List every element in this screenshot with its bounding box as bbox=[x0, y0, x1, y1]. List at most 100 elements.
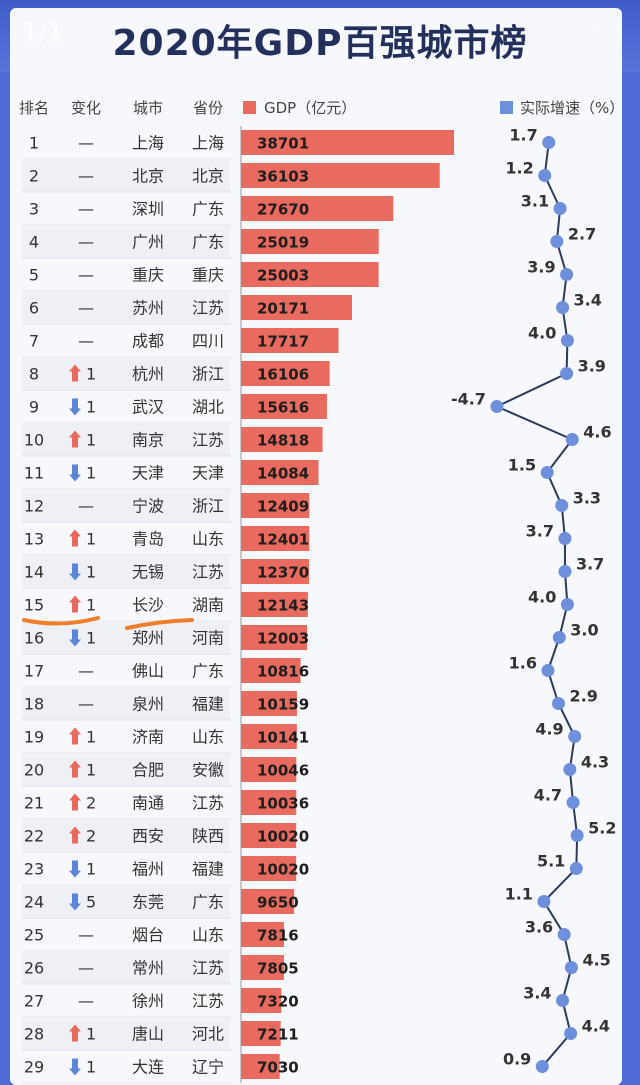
province-cell: 天津 bbox=[192, 464, 224, 483]
province-cell: 福建 bbox=[192, 860, 224, 879]
change-cell: 1 bbox=[86, 1058, 96, 1077]
gdp-bar bbox=[241, 196, 394, 221]
column-header-2: 城市 bbox=[133, 99, 163, 117]
rank-cell: 13 bbox=[24, 530, 44, 549]
city-cell: 上海 bbox=[132, 134, 164, 153]
row-stripe bbox=[22, 225, 230, 258]
gdp-value-label: 16106 bbox=[257, 366, 309, 384]
gdp-bar bbox=[241, 1021, 281, 1046]
gdp-bar bbox=[241, 460, 319, 485]
gdp-bar bbox=[241, 889, 295, 914]
gdp-bar bbox=[241, 163, 440, 188]
gdp-bar bbox=[241, 229, 379, 254]
rank-cell: 20 bbox=[24, 761, 44, 780]
row-stripe bbox=[22, 423, 230, 456]
gdp-value-label: 7816 bbox=[257, 927, 299, 945]
change-cell: 1 bbox=[86, 563, 96, 582]
gdp-value-label: 12370 bbox=[257, 564, 309, 582]
province-cell: 河南 bbox=[192, 629, 224, 648]
chart-title: 2020年GDP百强城市榜 bbox=[112, 23, 528, 64]
rank-cell: 18 bbox=[24, 695, 44, 714]
rank-cell: 24 bbox=[24, 893, 44, 912]
city-cell: 天津 bbox=[132, 464, 164, 483]
row-stripe bbox=[22, 885, 230, 918]
rank-cell: 9 bbox=[29, 398, 39, 417]
province-cell: 广东 bbox=[192, 200, 224, 219]
growth-rate-label: 3.7 bbox=[576, 555, 604, 574]
gdp-bar bbox=[241, 559, 310, 584]
growth-rate-point bbox=[535, 1060, 549, 1073]
gdp-value-label: 20171 bbox=[257, 300, 309, 318]
growth-rate-point bbox=[569, 862, 583, 875]
growth-rate-label: 1.6 bbox=[509, 654, 537, 673]
change-cell: 2 bbox=[86, 827, 96, 846]
row-stripe bbox=[22, 819, 230, 852]
city-cell: 成都 bbox=[132, 332, 164, 351]
gdp-value-label: 25003 bbox=[257, 267, 309, 285]
row-stripe bbox=[22, 291, 230, 324]
growth-rate-point bbox=[550, 235, 564, 248]
city-cell: 合肥 bbox=[132, 761, 164, 780]
change-cell: — bbox=[78, 134, 94, 153]
city-cell: 常州 bbox=[132, 959, 164, 978]
change-cell: — bbox=[78, 497, 94, 516]
rank-cell: 22 bbox=[24, 827, 44, 846]
growth-rate-label: 2.9 bbox=[569, 687, 597, 706]
change-cell: 1 bbox=[86, 365, 96, 384]
rank-cell: 14 bbox=[24, 563, 44, 582]
gdp-value-label: 10141 bbox=[257, 729, 309, 747]
growth-rate-point bbox=[556, 994, 570, 1007]
growth-rate-label: 3.4 bbox=[523, 984, 551, 1003]
gdp-value-label: 12143 bbox=[257, 597, 309, 615]
change-cell: — bbox=[78, 332, 94, 351]
growth-rate-label: 3.0 bbox=[570, 621, 598, 640]
gdp-value-label: 38701 bbox=[257, 135, 309, 153]
growth-rate-point bbox=[540, 466, 554, 479]
province-cell: 河北 bbox=[192, 1025, 224, 1044]
city-cell: 泉州 bbox=[132, 695, 164, 714]
change-cell: — bbox=[78, 299, 94, 318]
growth-rate-label: 1.7 bbox=[509, 126, 537, 145]
rank-down-arrow-icon bbox=[69, 398, 81, 416]
column-header-0: 排名 bbox=[19, 99, 49, 117]
gdp-value-label: 25019 bbox=[257, 234, 309, 252]
gdp-bar bbox=[241, 493, 310, 518]
growth-rate-label: 1.2 bbox=[505, 159, 533, 178]
city-cell: 西安 bbox=[132, 827, 164, 846]
change-cell: 1 bbox=[86, 860, 96, 879]
change-cell: 1 bbox=[86, 464, 96, 483]
growth-rate-point bbox=[558, 532, 572, 545]
growth-rate-label: 4.0 bbox=[528, 324, 556, 343]
rank-cell: 12 bbox=[24, 497, 44, 516]
rank-cell: 29 bbox=[24, 1058, 44, 1077]
growth-rate-point bbox=[560, 598, 574, 611]
gdp-value-label: 7211 bbox=[257, 1026, 299, 1044]
gdp-bar bbox=[241, 130, 454, 155]
province-cell: 广东 bbox=[192, 662, 224, 681]
gdp-bar bbox=[241, 592, 308, 617]
city-cell: 徐州 bbox=[132, 992, 164, 1011]
growth-rate-point bbox=[558, 565, 572, 578]
gdp-bar bbox=[241, 361, 330, 386]
change-cell: 1 bbox=[86, 728, 96, 747]
more-options-icon[interactable]: ··· bbox=[595, 18, 622, 43]
gdp-value-label: 17717 bbox=[257, 333, 309, 351]
rank-cell: 17 bbox=[24, 662, 44, 681]
rank-cell: 2 bbox=[29, 167, 39, 186]
growth-rate-label: 4.9 bbox=[535, 720, 563, 739]
gdp-legend-label: GDP（亿元） bbox=[264, 99, 356, 117]
row-stripe bbox=[22, 753, 230, 786]
rank-up-arrow-icon bbox=[69, 1024, 81, 1042]
city-cell: 济南 bbox=[132, 728, 164, 747]
change-cell: 1 bbox=[86, 431, 96, 450]
growth-rate-label: 3.6 bbox=[525, 918, 553, 937]
province-cell: 北京 bbox=[192, 167, 224, 186]
gdp-bar bbox=[241, 790, 297, 815]
province-cell: 陕西 bbox=[192, 827, 224, 846]
annotation-underline-city bbox=[125, 618, 194, 630]
gdp-value-label: 10036 bbox=[257, 795, 309, 813]
province-cell: 安徽 bbox=[192, 761, 224, 780]
province-cell: 辽宁 bbox=[192, 1058, 224, 1077]
city-cell: 杭州 bbox=[132, 365, 164, 384]
column-header-1: 变化 bbox=[71, 99, 101, 117]
